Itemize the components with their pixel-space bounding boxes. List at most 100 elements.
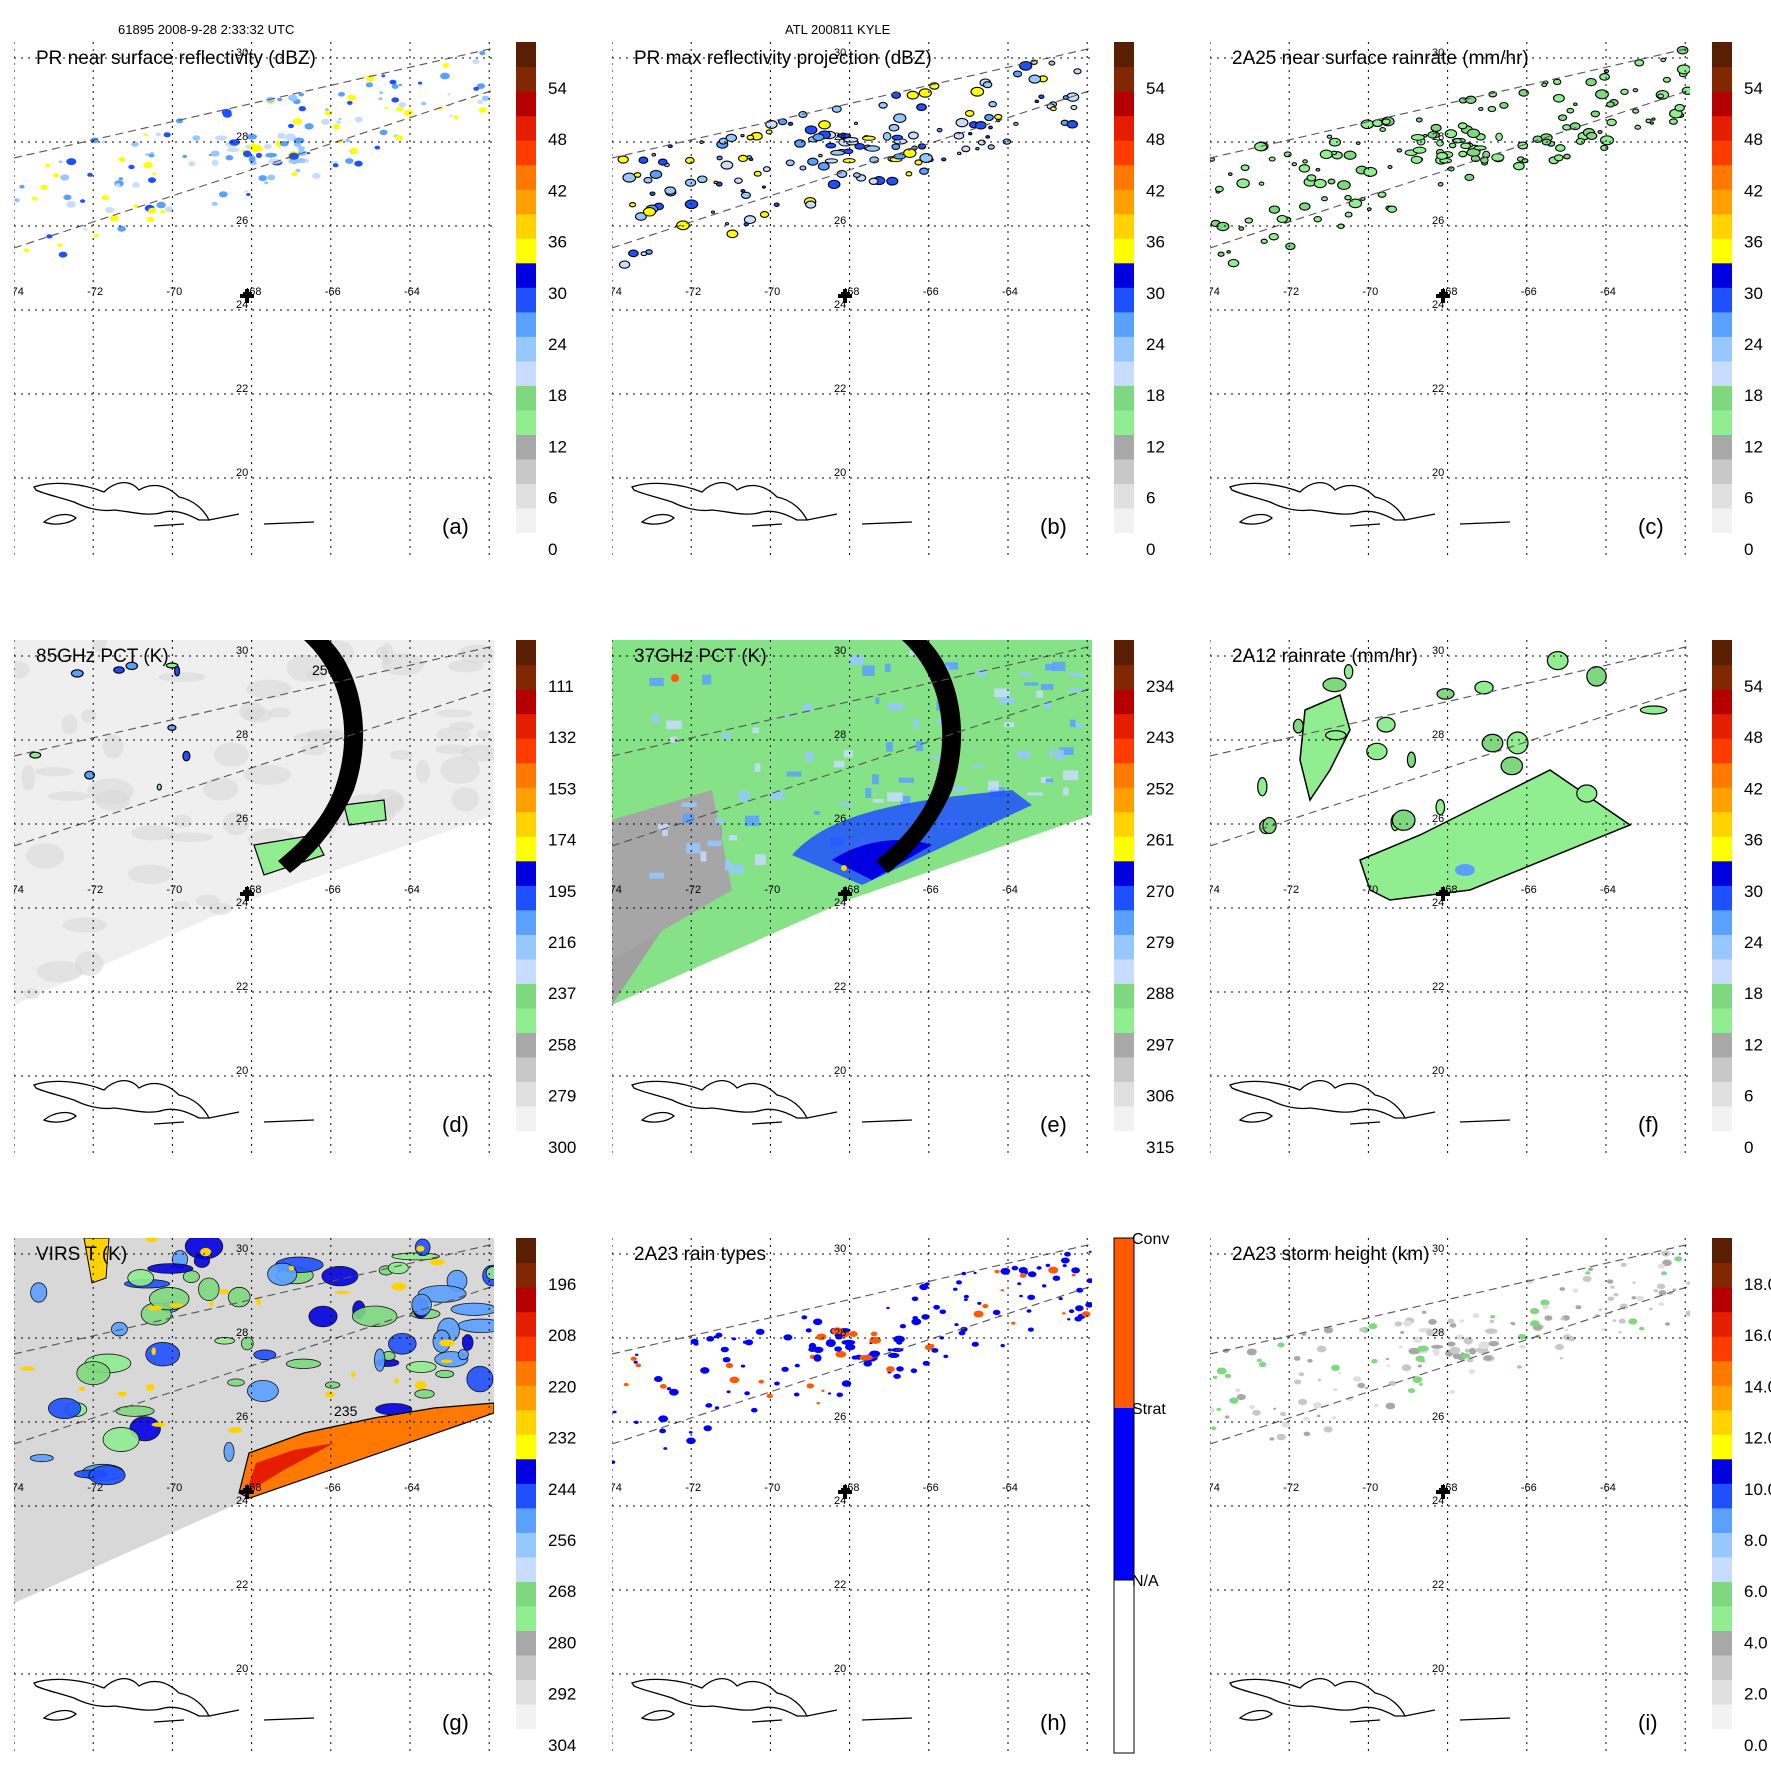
coastline [1238, 1709, 1274, 1721]
echo [58, 160, 63, 164]
echo [165, 662, 179, 669]
echo [174, 665, 181, 677]
echo [1212, 1375, 1218, 1379]
echo [816, 1333, 827, 1341]
echo [1359, 1327, 1366, 1333]
colorbar-tick-label: 297 [1146, 1035, 1174, 1054]
cold-top [169, 1303, 184, 1308]
coastline [630, 482, 809, 521]
echo [1011, 1265, 1019, 1271]
tb-cell [988, 780, 999, 791]
panel-letter: (c) [1638, 514, 1664, 539]
cloud-cell [227, 1378, 245, 1387]
colorbar-tick-label: 30 [1744, 284, 1763, 303]
cloud-cell [247, 1379, 279, 1402]
cold-region [83, 1238, 110, 1284]
echo [133, 204, 139, 208]
coastline [1349, 1121, 1381, 1125]
lat-label: 20 [236, 1663, 248, 1675]
echo [1048, 60, 1056, 66]
lon-label: -72 [87, 884, 103, 896]
echo [612, 1410, 617, 1414]
echo [1067, 1318, 1071, 1321]
colorbar-swatch [1114, 811, 1134, 837]
cold-top [288, 1265, 295, 1271]
echo [45, 163, 51, 168]
lat-label: 28 [834, 131, 846, 143]
coastline [208, 1111, 240, 1119]
echo [919, 167, 929, 175]
cloud-cell [227, 1286, 251, 1308]
echo [1657, 1283, 1666, 1290]
colorbar-tick-label: 6.0 [1744, 1582, 1768, 1601]
cloud-cell [253, 1349, 277, 1361]
coastline [1459, 1717, 1511, 1721]
echo [80, 199, 86, 203]
colorbar-swatch [1114, 909, 1134, 935]
echo [1017, 1282, 1022, 1286]
echo [304, 123, 314, 130]
tb-cell [805, 752, 814, 762]
echo [1385, 1402, 1396, 1410]
colorbar-swatch [1712, 1311, 1732, 1337]
echo [1419, 1383, 1423, 1386]
echo [985, 135, 991, 139]
tb-cell [1068, 672, 1085, 677]
coastline [861, 1119, 913, 1123]
echo [1357, 1382, 1366, 1389]
echo [1210, 1407, 1215, 1414]
colorbar-swatch [516, 1556, 536, 1582]
colorbar-tick-label: 256 [548, 1531, 576, 1550]
coastline [1228, 482, 1407, 521]
coastline [861, 1717, 913, 1721]
panel-title: 2A23 rain types [634, 1244, 766, 1265]
echo [1662, 76, 1671, 83]
echo [1649, 1307, 1653, 1310]
colorbar-swatch [516, 42, 536, 68]
echo [821, 1389, 825, 1392]
echo [1256, 1358, 1262, 1363]
colorbar-tick-label: 6 [548, 489, 557, 508]
echo [992, 1309, 1001, 1316]
tb-cell [839, 802, 853, 806]
echo [836, 1392, 844, 1398]
colorbar-swatch [1712, 1556, 1732, 1582]
colorbar-swatch [1114, 458, 1134, 485]
colorbar-swatch [516, 1360, 536, 1386]
lon-label: -66 [325, 286, 341, 298]
echo [785, 159, 795, 167]
echo [1326, 134, 1333, 139]
colorbar-swatch [1113, 1579, 1135, 1754]
echo [740, 189, 746, 193]
colorbar-swatch [1712, 213, 1732, 239]
echo [248, 155, 256, 164]
echo [1530, 1307, 1540, 1315]
echo [218, 191, 228, 198]
echo [398, 83, 402, 87]
storm-center-marker [843, 887, 847, 901]
echo [634, 212, 647, 221]
echo [1371, 1358, 1378, 1364]
echo [1337, 1371, 1342, 1375]
echo [964, 109, 975, 117]
colorbar-swatch [516, 1311, 536, 1337]
colorbar: 54 48 42 36 30 24 18 12 6 0 [1712, 42, 1763, 559]
coastline [153, 523, 185, 527]
colorbar-swatch [516, 909, 536, 935]
colorbar-tick-label: 18 [1744, 984, 1763, 1003]
tb-cell [898, 777, 914, 783]
lat-label: 22 [834, 981, 846, 993]
echo [1620, 1262, 1627, 1267]
echo [1321, 196, 1328, 202]
echo [284, 133, 296, 142]
colorbar-swatch [1712, 42, 1732, 68]
echo [1468, 1369, 1476, 1374]
echo [905, 171, 913, 177]
echo [1618, 1318, 1626, 1324]
echo [742, 1340, 748, 1344]
echo [288, 94, 298, 102]
colorbar-swatch [1712, 958, 1732, 984]
coastline [1459, 521, 1511, 525]
echo [1431, 1344, 1444, 1349]
